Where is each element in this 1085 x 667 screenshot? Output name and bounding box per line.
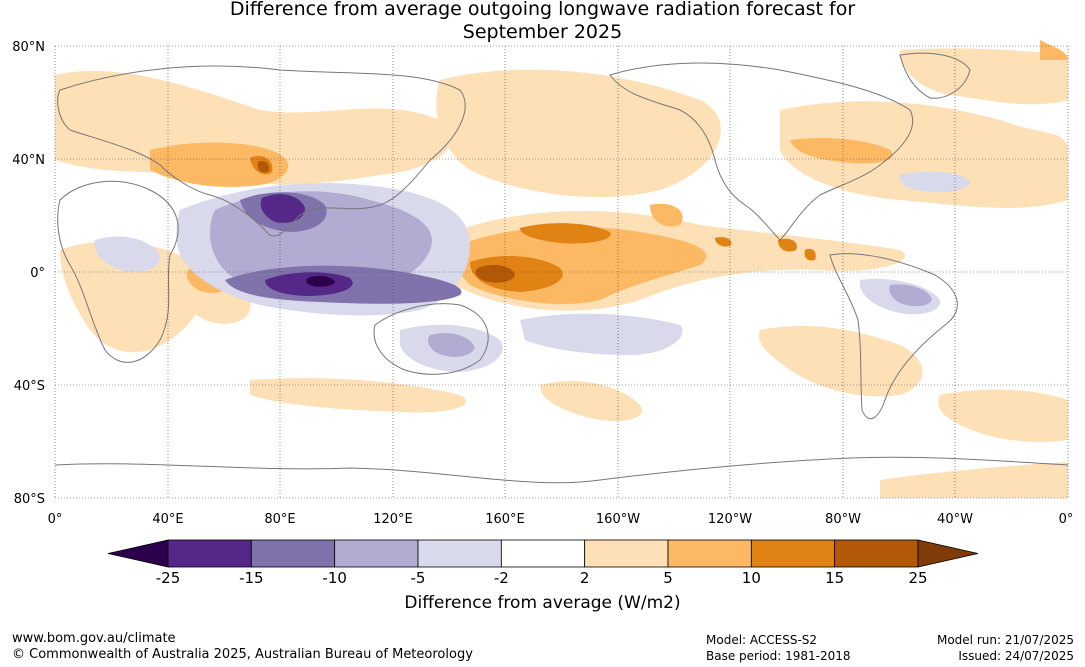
lon-label-40w: 40°W	[937, 512, 973, 527]
colorbar-bin-8	[750, 539, 836, 568]
field-southern-ocean-positive	[250, 378, 467, 413]
field-south-pacific-negative	[520, 313, 683, 355]
colorbar-tick-0: -25	[156, 569, 181, 587]
coastlines	[54, 52, 1069, 484]
coast-australia	[373, 303, 489, 375]
field-south-america-positive	[759, 325, 923, 397]
colorbar-tick-5: 2	[580, 569, 590, 587]
field-south-america-moderate-negative	[889, 284, 932, 307]
lat-label-80s: 80°S	[14, 492, 45, 507]
field-australia-moderate-negative	[427, 333, 475, 357]
field-south-atlantic-positive	[938, 389, 1068, 442]
title-line-1: Difference from average outgoing longwav…	[229, 0, 856, 20]
longitude-labels: 0° 40°E 80°E 120°E 160°E 160°W 120°W 80°…	[48, 512, 1074, 527]
colorbar-bin-3	[334, 539, 419, 568]
field-tasman-positive	[540, 381, 642, 422]
colorbar-tick-2: -10	[322, 569, 347, 587]
colorbar-bin-1	[167, 539, 252, 568]
field-atlantic-negative	[899, 171, 970, 193]
footer-model: Model: ACCESS-S2	[706, 633, 818, 647]
coast-north-america	[609, 62, 914, 241]
lat-label-0: 0°	[30, 266, 45, 281]
lon-label-0-right: 0°	[1059, 512, 1074, 527]
lon-label-80w: 80°W	[825, 512, 861, 527]
field-pacific-strong-positive-2	[650, 203, 683, 227]
field-central-america-darker-positive	[804, 248, 816, 261]
lon-label-160w: 160°W	[596, 512, 640, 527]
colorbar-tick-4: -2	[494, 569, 509, 587]
lon-label-40e: 40°E	[152, 512, 183, 527]
coast-africa	[57, 180, 179, 363]
lat-label-40n: 40°N	[12, 153, 45, 168]
lon-label-120e: 120°E	[373, 512, 413, 527]
colorbar-bin-4	[417, 539, 502, 568]
lat-label-80n: 80°N	[12, 40, 45, 55]
field-antarctic-positive	[880, 462, 1068, 498]
field-atlantic-strong-positive	[790, 138, 893, 164]
colorbar-title: Difference from average (W/m2)	[404, 593, 681, 613]
field-asia-strong-positive	[150, 142, 289, 187]
title-line-2: September 2025	[462, 21, 623, 43]
lon-label-120w: 120°W	[708, 512, 752, 527]
field-antarctic-strong-positive	[1040, 40, 1068, 60]
colorbar-tick-6: 5	[663, 569, 673, 587]
colorbar-extend-high	[917, 539, 979, 568]
coast-eurasia	[57, 65, 466, 237]
field-caribbean-darker-positive	[778, 238, 797, 252]
field-bay-of-bengal-max-negative	[260, 194, 305, 223]
field-pacific-max-positive	[475, 264, 515, 283]
coast-south-america	[829, 253, 958, 420]
colorbar-tick-1: -15	[239, 569, 264, 587]
coast-antarctica	[54, 456, 1069, 484]
graticule	[54, 45, 1069, 499]
colorbar: -25 -15 -10 -5 -2 2 5 10 15 25	[107, 539, 979, 587]
colorbar-bin-5	[500, 539, 586, 568]
colorbar-tick-8: 15	[825, 569, 844, 587]
field-africa-negative	[94, 236, 161, 272]
lon-label-0-left: 0°	[48, 512, 63, 527]
field-maritime-extreme-negative	[305, 275, 335, 287]
footer-url: www.bom.gov.au/climate	[12, 631, 176, 646]
map-title: Difference from average outgoing longwav…	[0, 0, 1085, 44]
field-north-pacific-positive	[436, 69, 721, 198]
anomaly-fields	[55, 40, 1068, 498]
footer-model-run: Model run: 21/07/2025	[936, 633, 1074, 647]
map-panel	[54, 40, 1069, 499]
field-arctic-positive	[900, 48, 1068, 105]
latitude-labels: 80°N 40°N 0° 40°S 80°S	[12, 40, 45, 507]
lon-label-160e: 160°E	[485, 512, 525, 527]
colorbar-extend-low	[107, 539, 169, 568]
lat-label-40s: 40°S	[14, 379, 45, 394]
colorbar-bin-6	[584, 539, 669, 568]
colorbar-bin-2	[250, 539, 336, 568]
colorbar-tick-7: 10	[742, 569, 761, 587]
colorbar-tick-9: 25	[908, 569, 927, 587]
field-pacific-darker-positive-3	[715, 237, 732, 247]
colorbar-tick-3: -5	[411, 569, 426, 587]
field-asia-max-positive	[257, 160, 270, 173]
colorbar-bin-9	[834, 539, 919, 568]
footer-copyright: © Commonwealth of Australia 2025, Austra…	[12, 647, 473, 662]
coast-greenland	[899, 52, 971, 99]
lon-label-80e: 80°E	[264, 512, 295, 527]
footer-base-period: Base period: 1981-2018	[706, 649, 851, 663]
footer-issued: Issued: 24/07/2025	[958, 649, 1074, 663]
field-pacific-darker-positive-2	[520, 223, 611, 244]
colorbar-bin-7	[667, 539, 752, 568]
